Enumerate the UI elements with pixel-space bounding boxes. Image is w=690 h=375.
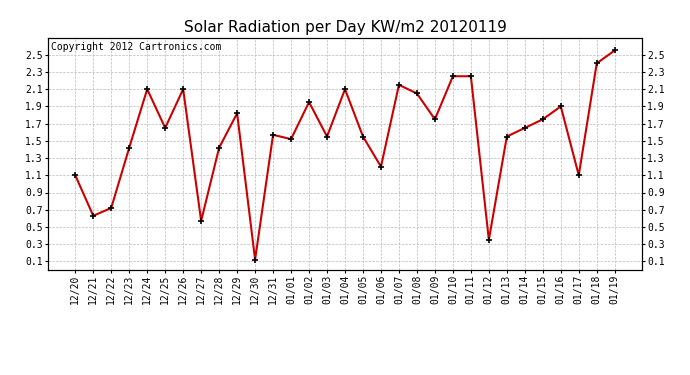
Text: Copyright 2012 Cartronics.com: Copyright 2012 Cartronics.com [51, 42, 221, 52]
Title: Solar Radiation per Day KW/m2 20120119: Solar Radiation per Day KW/m2 20120119 [184, 20, 506, 35]
